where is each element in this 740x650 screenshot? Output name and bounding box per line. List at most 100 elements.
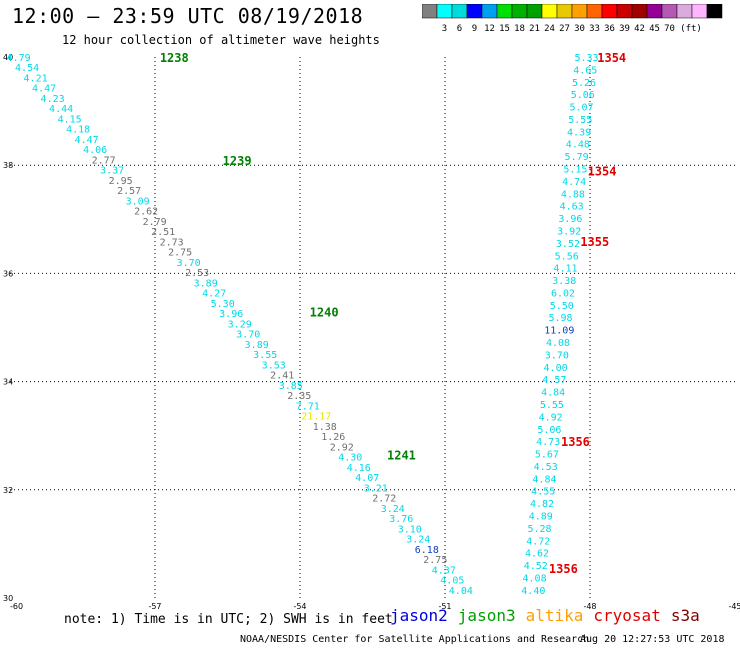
legend-s3a: s3a xyxy=(670,606,700,625)
y-tick-label: 40 xyxy=(3,53,13,62)
swh-value-point: 2.75 xyxy=(423,555,447,566)
legend-cryosat: cryosat xyxy=(593,606,661,625)
swh-value-point: 2.73 xyxy=(160,237,184,248)
color-scale: 3 6 9 12 15 18 21 24 27 30 33 36 39 42 45 70 (ft) xyxy=(422,4,723,34)
swh-value-point: 4.65 xyxy=(573,65,597,76)
swh-value-point: 4.92 xyxy=(539,412,563,423)
x-tick-label: -57 xyxy=(148,602,161,611)
swh-value-point: 5.30 xyxy=(211,299,235,310)
swh-value-point: 4.62 xyxy=(525,549,549,560)
swh-value-point: 4.57 xyxy=(542,375,566,386)
swh-value-point: 1.38 xyxy=(313,422,337,433)
x-tick-label: -54 xyxy=(293,602,306,611)
scale-label: 21 xyxy=(529,24,540,34)
swh-value-point: 5.28 xyxy=(527,524,551,535)
scale-label: 12 xyxy=(484,24,495,34)
swh-value-point: 4.44 xyxy=(49,104,73,115)
swh-value-point: 4.82 xyxy=(530,499,554,510)
swh-value-point: 4.47 xyxy=(32,84,56,95)
swh-value-point: 4.21 xyxy=(24,73,48,84)
swh-value-point: 3.70 xyxy=(236,330,260,341)
swh-value-point: 4.27 xyxy=(202,289,226,300)
swh-value-point: 4.11 xyxy=(553,264,577,275)
swh-value-point: 5.26 xyxy=(572,78,596,89)
swh-value-point: 3.89 xyxy=(194,278,218,289)
scale-label: 70 xyxy=(664,24,675,34)
swh-value-point: 4.18 xyxy=(66,125,90,136)
swh-value-point: 5.98 xyxy=(548,313,572,324)
swh-value-point: 5.07 xyxy=(570,103,594,114)
scale-label: 42 xyxy=(634,24,645,34)
swh-value-point: 4.30 xyxy=(338,453,362,464)
scale-label: 18 xyxy=(514,24,525,34)
swh-value-point: 4.37 xyxy=(432,565,456,576)
swh-value-point: 2.72 xyxy=(372,494,396,505)
swh-value-point: 4.39 xyxy=(567,127,591,138)
legend-jason3: jason3 xyxy=(457,606,516,625)
swh-value-point: 3.09 xyxy=(126,196,150,207)
y-tick-label: 36 xyxy=(3,269,13,278)
swh-value-point: 3.96 xyxy=(558,214,582,225)
pass-time-label: 1354 xyxy=(588,165,617,179)
swh-value-point: 11.09 xyxy=(544,326,574,337)
swh-value-point: 2.41 xyxy=(270,371,294,382)
scale-label: 6 xyxy=(457,24,462,34)
swh-value-point: 3.53 xyxy=(262,360,286,371)
swh-value-point: 4.72 xyxy=(526,536,550,547)
pass-time-label: 1240 xyxy=(310,305,339,319)
scale-label: 9 xyxy=(472,24,477,34)
y-tick-label: 38 xyxy=(3,161,13,170)
swh-value-point: 6.02 xyxy=(551,288,575,299)
swh-value-point: 5.06 xyxy=(571,90,595,101)
generated-timestamp: Aug 20 12:27:53 UTC 2018 xyxy=(580,634,725,645)
swh-value-point: 5.06 xyxy=(537,425,561,436)
swh-value-point: 3.24 xyxy=(381,504,405,515)
swh-value-point: 4.06 xyxy=(83,145,107,156)
chart-note: note: 1) Time is in UTC; 2) SWH is in fe… xyxy=(64,612,393,627)
scale-swatch xyxy=(706,4,723,19)
scale-label: 30 xyxy=(574,24,585,34)
swh-value-point: 3.70 xyxy=(177,258,201,269)
swh-value-point: 4.54 xyxy=(15,63,39,74)
swh-value-point: 5.67 xyxy=(535,450,559,461)
y-tick-label: 30 xyxy=(3,594,13,603)
scale-label: 24 xyxy=(544,24,555,34)
swh-value-point: 4.07 xyxy=(355,473,379,484)
swh-value-point: 3.21 xyxy=(364,483,388,494)
scale-label: 45 xyxy=(649,24,660,34)
swh-value-point: 4.47 xyxy=(75,135,99,146)
swh-value-point: 4.74 xyxy=(562,177,586,188)
swh-value-point: 6.18 xyxy=(415,545,439,556)
x-tick-label: -48 xyxy=(583,602,596,611)
swh-value-point: 3.10 xyxy=(398,524,422,535)
swh-value-point: 3.89 xyxy=(245,340,269,351)
swh-value-point: 4.52 xyxy=(524,561,548,572)
swh-value-point: 4.55 xyxy=(531,487,555,498)
y-tick-label: 34 xyxy=(3,378,13,387)
swh-value-point: 2.79 xyxy=(143,217,167,228)
x-tick-label: -51 xyxy=(438,602,451,611)
swh-value-point: 4.84 xyxy=(541,388,565,399)
swh-value-point: 3.85 xyxy=(279,381,303,392)
swh-value-point: 4.08 xyxy=(523,573,547,584)
swh-value-point: 5.15 xyxy=(563,165,587,176)
swh-value-point: 4.00 xyxy=(544,363,568,374)
swh-value-point: 4.48 xyxy=(566,140,590,151)
swh-value-point: 4.16 xyxy=(347,463,371,474)
pass-time-label: 1238 xyxy=(160,51,189,65)
swh-value-point: 3.76 xyxy=(389,514,413,525)
y-tick-label: 32 xyxy=(3,486,13,495)
pass-time-label: 1239 xyxy=(223,154,252,168)
chart-subtitle: 12 hour collection of altimeter wave hei… xyxy=(62,33,380,47)
legend-jason2: jason2 xyxy=(390,606,448,625)
swh-value-point: 2.57 xyxy=(117,186,141,197)
swh-value-point: 4.84 xyxy=(532,474,556,485)
pass-time-label: 1356 xyxy=(549,562,578,576)
swh-value-point: 2.35 xyxy=(287,391,311,402)
scale-label: 33 xyxy=(589,24,600,34)
swh-value-point: 2.75 xyxy=(168,248,192,259)
pass-time-label: 1355 xyxy=(580,235,609,249)
swh-value-point: 4.04 xyxy=(449,586,473,597)
scale-label: 3 xyxy=(442,24,447,34)
scale-label: 36 xyxy=(604,24,615,34)
